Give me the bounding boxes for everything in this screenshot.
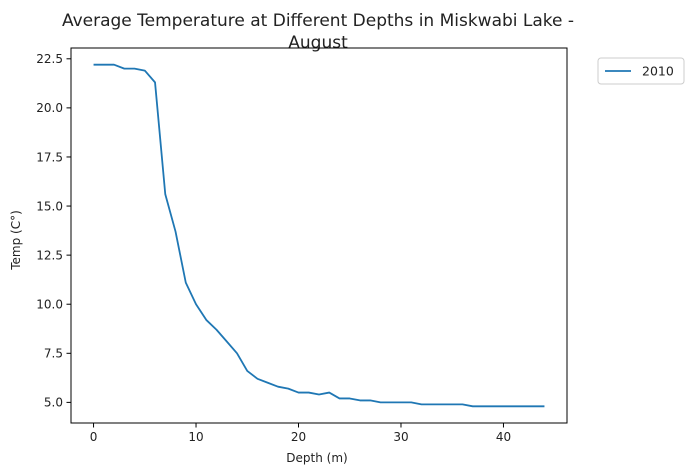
y-tick-label: 15.0 bbox=[36, 199, 63, 213]
x-tick-label: 20 bbox=[291, 430, 306, 444]
x-tick-label: 0 bbox=[90, 430, 98, 444]
x-axis-label: Depth (m) bbox=[286, 451, 347, 465]
chart-title-line-1: Average Temperature at Different Depths … bbox=[62, 11, 574, 31]
legend-label-2010: 2010 bbox=[642, 64, 674, 79]
axes-frame bbox=[70, 47, 568, 424]
y-tick-label: 17.5 bbox=[36, 150, 63, 164]
legend: 2010 bbox=[597, 57, 685, 85]
chart-title-line-2: August bbox=[288, 33, 348, 53]
y-axis-label: Temp (C°) bbox=[9, 210, 23, 271]
x-tick-label: 40 bbox=[496, 430, 511, 444]
series-line-2010 bbox=[93, 63, 545, 408]
x-tick-label: 30 bbox=[393, 430, 408, 444]
x-tick-label: 10 bbox=[188, 430, 203, 444]
y-tick-label: 20.0 bbox=[36, 101, 63, 115]
y-tick-label: 10.0 bbox=[36, 298, 63, 312]
plot-area: 0 10 20 30 40 5.0 7.5 10.0 12.5 15.0 17.5 20.0 22.5 bbox=[36, 47, 568, 444]
y-tick-label: 7.5 bbox=[44, 347, 63, 361]
y-tick-label: 22.5 bbox=[36, 52, 63, 66]
legend-box bbox=[597, 57, 685, 85]
y-tick-label: 12.5 bbox=[36, 248, 63, 262]
y-tick-label: 5.0 bbox=[44, 396, 63, 410]
